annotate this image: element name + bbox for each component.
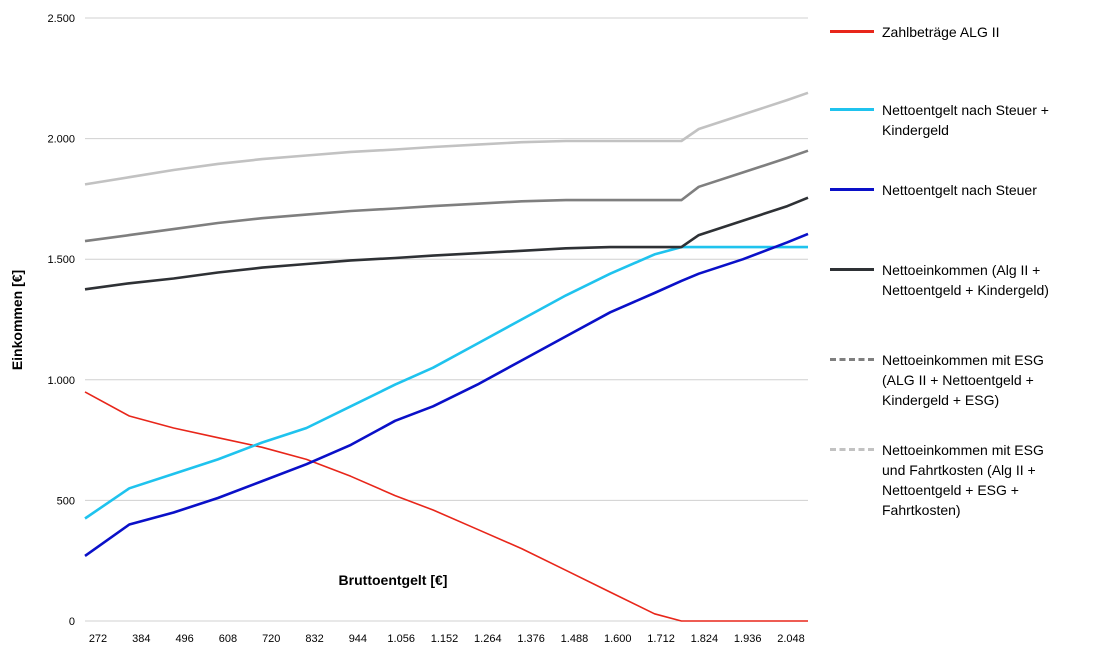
x-tick-label: 1.600 bbox=[604, 633, 632, 645]
x-tick-label: 1.056 bbox=[387, 633, 415, 645]
legend-swatch bbox=[830, 260, 874, 280]
legend-label: Nettoeinkommen (Alg II + Nettoentgeld + … bbox=[882, 262, 1049, 298]
series-line bbox=[84, 391, 808, 622]
legend: Zahlbeträge ALG II Nettoentgelt nach Steu… bbox=[830, 0, 1093, 647]
y-tick-label: 500 bbox=[57, 495, 75, 507]
y-tick-label: 2.500 bbox=[47, 13, 75, 25]
x-tick-label: 720 bbox=[262, 633, 280, 645]
legend-label: Nettoentgelt nach Steuer bbox=[882, 182, 1037, 198]
y-tick-label: 0 bbox=[69, 616, 75, 628]
x-tick-label: 944 bbox=[349, 633, 367, 645]
y-tick-label: 2.000 bbox=[47, 134, 75, 146]
series-line bbox=[84, 91, 809, 186]
y-tick-label: 1.500 bbox=[47, 254, 75, 266]
y-tick-label: 1.000 bbox=[47, 375, 75, 387]
x-tick-label: 1.152 bbox=[431, 633, 459, 645]
x-tick-label: 1.936 bbox=[734, 633, 762, 645]
legend-swatch bbox=[830, 100, 874, 120]
legend-swatch bbox=[830, 22, 874, 42]
x-tick-label: 608 bbox=[219, 633, 237, 645]
x-axis-label: Bruttoentgelt [€] bbox=[339, 572, 448, 588]
x-tick-label: 384 bbox=[132, 633, 150, 645]
legend-item: Nettoeinkommen (Alg II + Nettoentgeld + … bbox=[830, 260, 1092, 300]
legend-item: Zahlbeträge ALG II bbox=[830, 22, 1092, 42]
legend-item: Nettoentgelt nach Steuer bbox=[830, 180, 1092, 200]
legend-label: Nettoeinkommen mit ESG und Fahrtkosten (… bbox=[882, 442, 1044, 518]
legend-label: Nettoentgelt nach Steuer + Kindergeld bbox=[882, 102, 1049, 138]
x-tick-label: 832 bbox=[305, 633, 323, 645]
x-tick-label: 1.264 bbox=[474, 633, 502, 645]
series-line bbox=[84, 149, 809, 243]
series-line bbox=[84, 196, 809, 291]
legend-swatch bbox=[830, 350, 874, 370]
y-axis-label: Einkommen [€] bbox=[9, 270, 25, 370]
legend-label: Zahlbeträge ALG II bbox=[882, 24, 1000, 40]
legend-item: Nettoeinkommen mit ESG und Fahrtkosten (… bbox=[830, 440, 1092, 520]
x-tick-label: 2.048 bbox=[777, 633, 805, 645]
x-tick-label: 1.712 bbox=[647, 633, 675, 645]
x-tick-label: 496 bbox=[175, 633, 193, 645]
legend-item: Nettoentgelt nach Steuer + Kindergeld bbox=[830, 100, 1092, 140]
x-tick-label: 1.488 bbox=[561, 633, 589, 645]
legend-label: Nettoeinkommen mit ESG (ALG II + Nettoen… bbox=[882, 352, 1044, 408]
x-tick-label: 272 bbox=[89, 633, 107, 645]
legend-item: Nettoeinkommen mit ESG (ALG II + Nettoen… bbox=[830, 350, 1092, 410]
legend-swatch bbox=[830, 440, 874, 460]
legend-swatch bbox=[830, 180, 874, 200]
x-tick-label: 1.376 bbox=[517, 633, 545, 645]
series-line bbox=[84, 232, 809, 557]
series-line bbox=[84, 245, 808, 520]
x-tick-label: 1.824 bbox=[691, 633, 719, 645]
